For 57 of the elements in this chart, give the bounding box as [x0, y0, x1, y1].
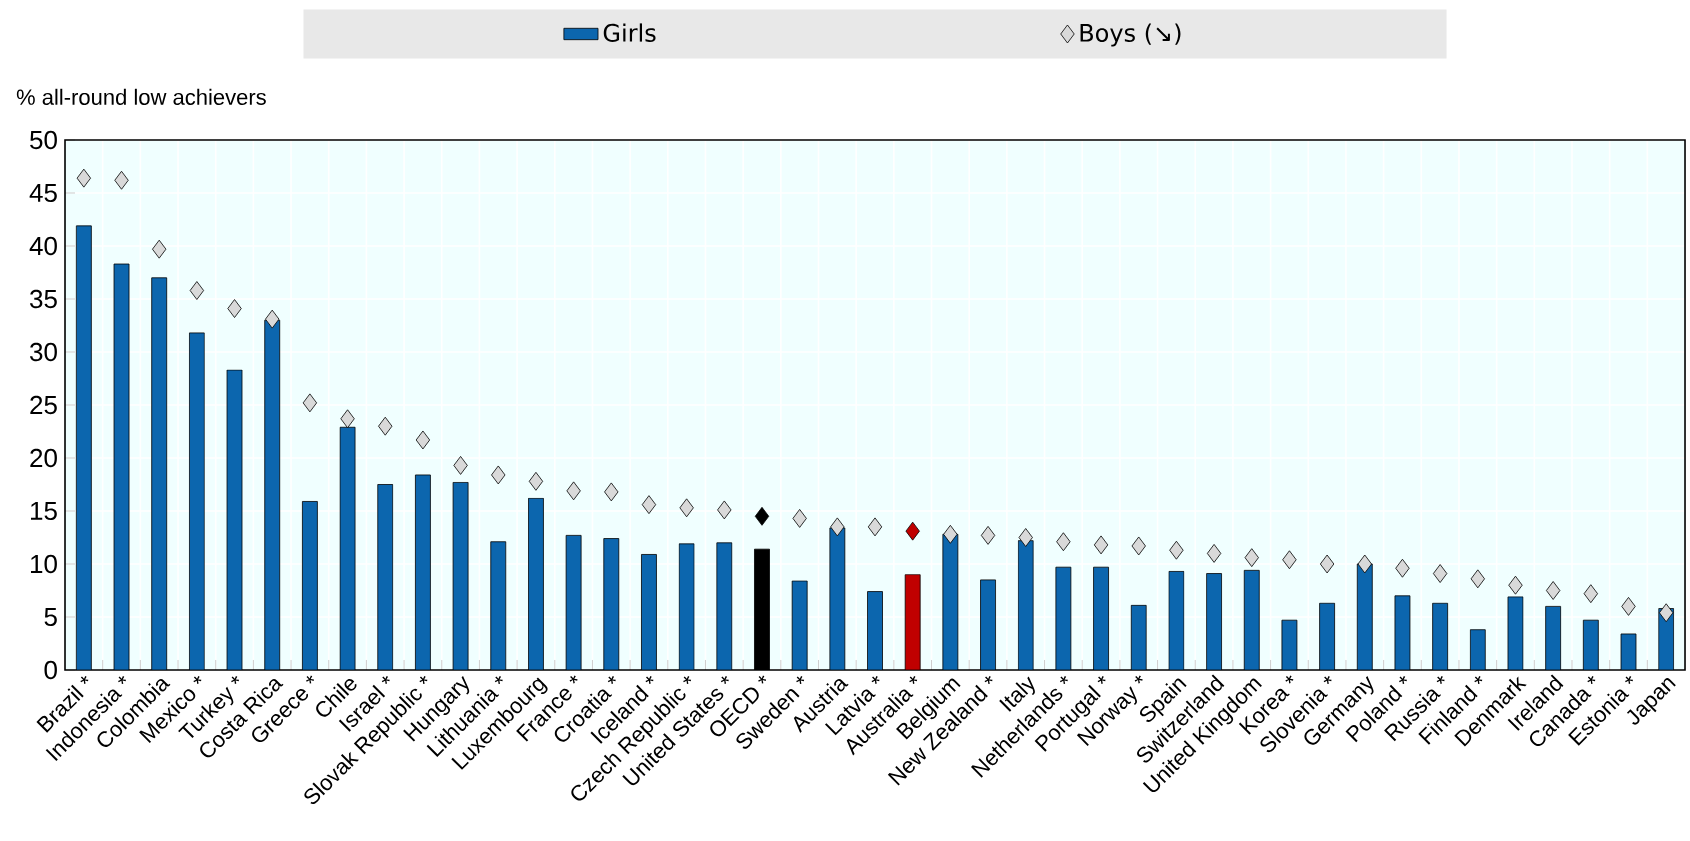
y-tick-label: 30 — [30, 342, 57, 362]
point — [1206, 544, 1222, 563]
y-axis-title: % all-round low achievers — [16, 88, 266, 105]
point — [453, 456, 468, 475]
y-tick-label: 45 — [29, 183, 57, 203]
point — [604, 482, 619, 502]
point — [340, 409, 355, 429]
point — [1432, 564, 1448, 583]
point — [265, 309, 280, 329]
point — [1659, 603, 1674, 623]
y-tick-label: 25 — [30, 395, 57, 415]
point — [1282, 550, 1297, 570]
point — [1131, 536, 1146, 556]
point — [641, 495, 657, 515]
point — [867, 517, 883, 537]
y-tick-label: 15 — [31, 501, 57, 521]
point — [905, 521, 920, 541]
y-tick-label: 20 — [30, 448, 57, 468]
y-tick-label: 40 — [29, 236, 57, 256]
point — [152, 239, 167, 259]
point — [302, 393, 318, 413]
point — [76, 168, 91, 188]
point — [1508, 575, 1523, 595]
point — [792, 509, 807, 528]
y-tick-label: 50 — [30, 130, 57, 150]
point — [830, 517, 845, 537]
point — [528, 471, 544, 491]
point — [754, 506, 770, 526]
point — [1546, 581, 1561, 600]
point — [1244, 548, 1259, 568]
legend-label: Boys (↘) — [1080, 23, 1181, 47]
point — [1470, 569, 1485, 589]
point — [114, 170, 129, 190]
point — [1169, 540, 1184, 560]
point — [227, 299, 242, 318]
point — [1018, 528, 1033, 547]
point — [189, 281, 205, 300]
point — [679, 498, 694, 518]
point — [566, 481, 581, 501]
legend-label: Girls — [603, 23, 656, 42]
point — [943, 524, 958, 544]
point — [1357, 554, 1372, 574]
y-tick-label: 0 — [44, 660, 57, 680]
point — [1395, 558, 1410, 578]
y-tick-label: 10 — [31, 554, 57, 574]
point — [378, 416, 393, 436]
point — [980, 525, 996, 545]
point — [1319, 554, 1335, 574]
point — [491, 465, 506, 485]
point — [717, 500, 732, 520]
point — [1093, 535, 1109, 555]
y-tick-label: 35 — [30, 289, 57, 309]
point — [1583, 584, 1598, 604]
point — [1056, 532, 1071, 552]
y-tick-label: 5 — [44, 607, 57, 627]
point — [1621, 597, 1636, 616]
point — [415, 430, 431, 450]
